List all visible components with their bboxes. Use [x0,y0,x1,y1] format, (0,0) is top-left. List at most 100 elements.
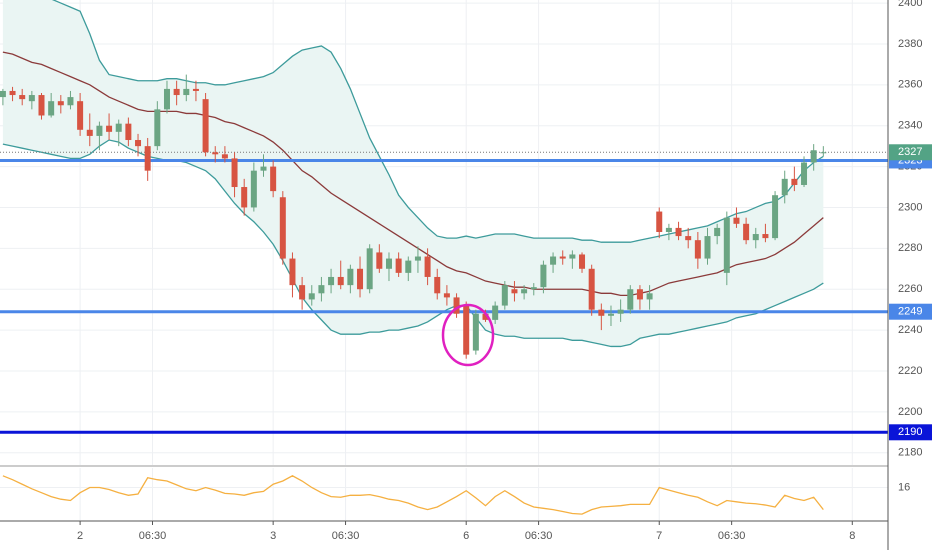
candle-body [221,154,228,159]
candle-body [743,223,750,241]
candle-body [77,101,84,130]
candle-body [443,293,450,298]
candle-body [752,234,759,241]
candle-body [511,289,518,294]
candle-body [385,258,392,269]
candle-body [501,285,508,306]
candle-body [260,166,267,171]
y-tick-label: 2400 [898,0,922,9]
x-tick-label: 2 [77,530,83,542]
candle-body [588,268,595,310]
candle-body [366,248,373,290]
candle-body [405,260,412,273]
candle-body [453,297,460,314]
band-fill [2,0,824,347]
candle-body [424,256,431,277]
candle-body [308,293,315,300]
candle-body [434,276,441,294]
x-tick-label: 06:30 [139,530,167,542]
candle-body [154,109,161,147]
oscillator-line [2,475,824,515]
y-tick-label: 2280 [898,242,922,254]
level-label-box [889,424,932,441]
candle-body [733,217,740,224]
y-tick-label: 2240 [898,324,922,336]
candle-body [86,129,93,136]
candle-body [270,166,277,192]
candle-body [289,258,296,286]
candle-body [279,197,286,259]
candle-body [675,227,682,237]
candle-body [106,125,113,132]
candle-body [472,313,479,351]
level-label-box [889,303,932,320]
candle-body [801,162,808,185]
candle-body [694,240,701,259]
highlight-circle [441,303,495,367]
y-tick-label: 2200 [898,406,922,418]
candle-body [28,95,35,102]
candle-body [202,99,209,153]
candle-body [598,309,605,316]
candle-body [67,97,74,106]
candle-body [173,88,180,96]
candle-body [820,152,827,154]
candle-body [347,268,354,286]
candle-body [607,313,614,316]
candle-body [192,88,199,91]
y-tick-label: 2340 [898,120,922,132]
candle-body [19,95,26,100]
candle-body [414,256,421,261]
y-tick-label: 2180 [898,447,922,459]
candle-body [38,95,45,116]
candle-body [212,152,219,155]
candle-body [231,158,238,188]
candle-body [646,293,653,300]
candle-body [723,217,730,273]
level-label: 2190 [898,426,922,438]
osc-tick-label: 16 [898,481,910,493]
candle-body [530,287,537,290]
candle-body [810,150,817,163]
x-tick-label: 6 [463,530,469,542]
x-tick-label: 7 [656,530,662,542]
candle-body [636,289,643,300]
x-tick-label: 8 [849,530,855,542]
lower-band [2,139,824,348]
candle-body [492,305,499,320]
candle-body [183,88,190,96]
candle-body [328,276,335,286]
middle-band [2,51,824,297]
level-label: 2249 [898,306,922,318]
candle-body [482,313,489,320]
x-tick-label: 06:30 [332,530,360,542]
candle-body [781,178,788,196]
y-tick-label: 2360 [898,79,922,91]
candle-body [357,268,364,290]
candle-body [241,187,248,208]
candle-body [115,123,122,132]
last-price-box [889,144,932,161]
y-tick-label: 2380 [898,38,922,50]
candle-body [559,256,566,259]
candle-body [772,195,779,239]
candle-body [704,236,711,259]
candle-body [144,146,151,171]
candle-body [125,123,132,141]
plot-layer [0,0,888,520]
candle-body [9,90,16,96]
y-tick-label: 2220 [898,365,922,377]
candle-body [376,252,383,269]
x-tick-label: 06:30 [718,530,746,542]
candle-body [299,285,306,300]
candle-body [550,256,557,265]
candle-body [569,254,576,259]
candle-body [791,178,798,185]
candle-body [395,258,402,273]
last-price-label: 2327 [898,146,922,158]
candle-body [665,227,672,232]
candle-body [96,125,103,136]
candle-body [540,264,547,288]
